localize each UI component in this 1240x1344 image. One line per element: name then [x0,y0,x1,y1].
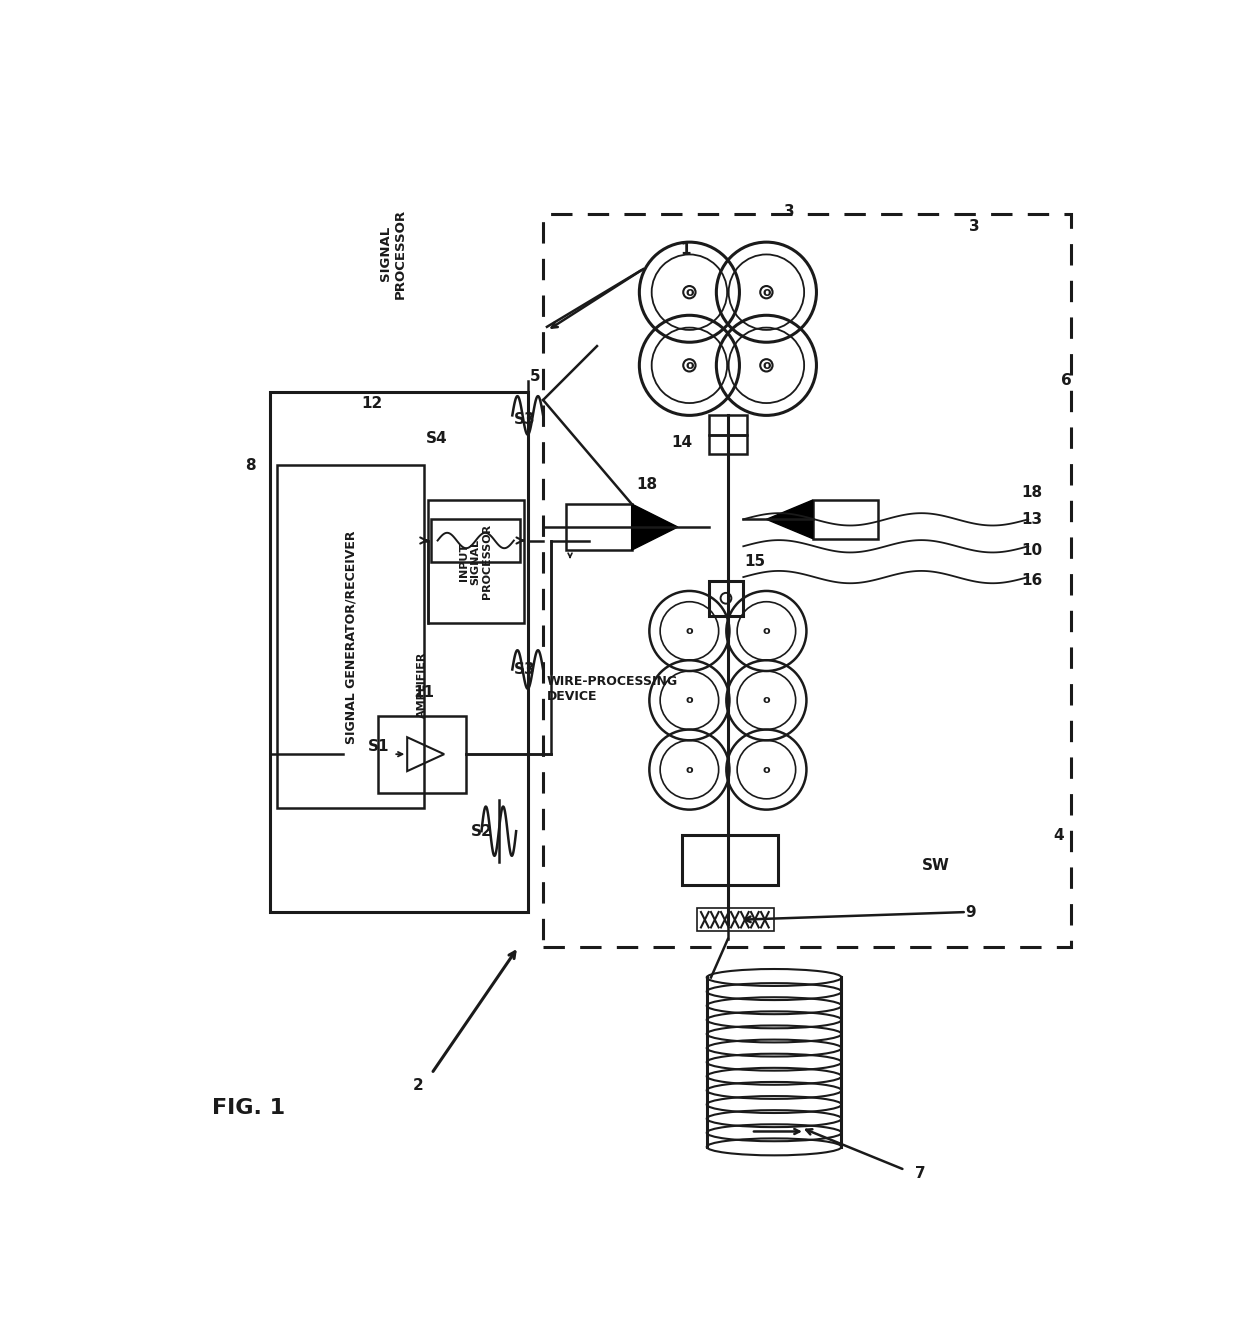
Text: o: o [763,359,770,372]
Text: 4: 4 [1054,828,1064,843]
Bar [708,434,748,454]
Bar [432,519,520,562]
Bar [567,504,631,550]
Text: INPUT
SIGNAL
PROCESSOR: INPUT SIGNAL PROCESSOR [459,524,492,599]
Text: 14: 14 [671,435,692,450]
Text: 3: 3 [784,204,795,219]
Text: 9: 9 [965,905,976,919]
Text: 1: 1 [681,242,691,257]
Text: 13: 13 [1022,512,1043,527]
Bar [543,214,1070,946]
Polygon shape [631,504,678,550]
Bar [708,415,748,434]
Text: 7: 7 [915,1167,926,1181]
Text: 16: 16 [1022,574,1043,589]
Text: o: o [686,286,693,298]
Text: o: o [686,359,693,372]
Text: o: o [686,765,693,774]
Text: o: o [763,286,770,298]
Circle shape [760,359,773,371]
Text: 11: 11 [413,685,434,700]
Text: S4: S4 [427,431,448,446]
Bar [428,500,523,624]
Text: AMPLIFIER: AMPLIFIER [417,652,427,718]
Text: SIGNAL GENERATOR/RECEIVER: SIGNAL GENERATOR/RECEIVER [343,530,357,743]
Text: S3: S3 [513,411,536,427]
Bar [682,835,777,886]
Bar [697,909,774,931]
Text: 18: 18 [636,477,657,492]
Text: S2: S2 [471,824,492,839]
Text: o: o [686,626,693,636]
Text: WIRE-PROCESSING
DEVICE: WIRE-PROCESSING DEVICE [547,675,678,703]
Text: S3: S3 [513,663,536,677]
Text: 5: 5 [529,370,541,384]
Bar [708,581,743,616]
Text: o: o [763,695,770,706]
Circle shape [760,286,773,298]
Text: o: o [686,695,693,706]
Text: SIGNAL
PROCESSOR: SIGNAL PROCESSOR [379,208,407,298]
Text: SW: SW [921,859,950,874]
Text: 2: 2 [413,1078,424,1093]
Text: o: o [763,626,770,636]
Text: o: o [763,765,770,774]
Text: 8: 8 [246,458,255,473]
Text: 10: 10 [1022,543,1043,558]
Text: 12: 12 [362,396,383,411]
Text: 15: 15 [744,554,765,569]
Text: 18: 18 [1022,485,1043,500]
Polygon shape [766,500,812,539]
Text: S1: S1 [368,739,389,754]
Bar [270,392,528,913]
Bar [812,500,878,539]
Bar [278,465,424,808]
Text: FIG. 1: FIG. 1 [212,1098,285,1118]
Circle shape [683,359,696,371]
Text: 6: 6 [1061,374,1073,388]
Text: 3: 3 [968,219,980,234]
Circle shape [683,286,696,298]
Bar [377,716,466,793]
